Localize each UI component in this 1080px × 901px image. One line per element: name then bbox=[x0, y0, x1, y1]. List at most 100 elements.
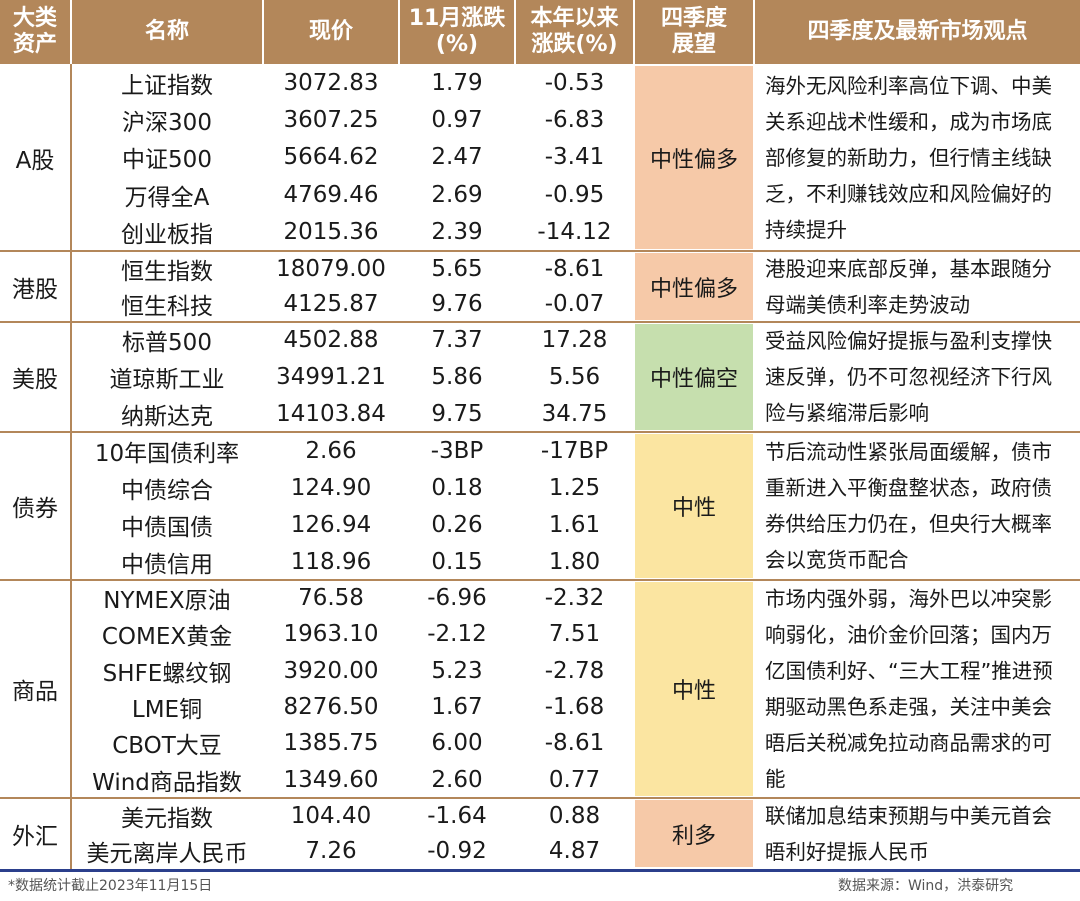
asset-name: 美元指数 bbox=[121, 805, 213, 832]
nov-change: 0.15 bbox=[431, 548, 483, 575]
current-price: 14103.84 bbox=[276, 400, 386, 427]
header-price: 现价 bbox=[264, 0, 398, 64]
ytd-change: 0.88 bbox=[548, 802, 601, 829]
nov-change: -2.12 bbox=[427, 621, 487, 648]
category-divider bbox=[70, 432, 72, 580]
asset-name: 中证500 bbox=[122, 147, 212, 174]
nov-change: 1.67 bbox=[431, 694, 483, 721]
category-label: 外汇 bbox=[12, 823, 58, 850]
nov-change: 2.39 bbox=[431, 219, 483, 246]
q4-outlook-badge: 中性 bbox=[635, 434, 753, 578]
nov-change: 7.37 bbox=[431, 327, 483, 354]
ytd-change: 1.80 bbox=[548, 548, 601, 575]
header-category: 大类资产 bbox=[0, 0, 70, 64]
current-price: 1385.75 bbox=[283, 730, 379, 757]
market-view-text: 联储加息结束预期与中美元首会晤利好提振人民币 bbox=[765, 803, 1052, 864]
q4-outlook-badge: 利多 bbox=[635, 800, 753, 867]
category-label: 美股 bbox=[12, 367, 58, 393]
ytd-change: -0.95 bbox=[544, 181, 605, 208]
nov-change: 9.75 bbox=[431, 400, 483, 427]
nov-change: 9.76 bbox=[431, 291, 483, 318]
asset-name: 中债国债 bbox=[121, 514, 213, 541]
category-divider bbox=[70, 798, 72, 869]
asset-name: COMEX黄金 bbox=[101, 624, 233, 651]
nov-change: -3BP bbox=[430, 437, 484, 464]
ytd-change: 1.25 bbox=[548, 474, 601, 501]
current-price: 1963.10 bbox=[283, 621, 379, 648]
ytd-change: -0.53 bbox=[544, 69, 605, 96]
q4-outlook-badge: 中性偏多 bbox=[635, 253, 753, 320]
ytd-change: -8.61 bbox=[544, 730, 605, 757]
asset-name: CBOT大豆 bbox=[112, 733, 222, 760]
asset-name: 万得全A bbox=[124, 184, 210, 211]
q4-outlook-badge: 中性 bbox=[635, 582, 753, 796]
nov-change: 0.18 bbox=[431, 474, 483, 501]
category-label: 债券 bbox=[12, 496, 58, 522]
current-price: 2015.36 bbox=[283, 219, 379, 246]
asset-name: SHFE螺纹钢 bbox=[102, 660, 232, 687]
current-price: 2.66 bbox=[305, 437, 357, 464]
asset-name: 纳斯达克 bbox=[121, 403, 213, 430]
asset-name: LME铜 bbox=[131, 697, 203, 724]
current-price: 5664.62 bbox=[283, 144, 379, 171]
nov-change: -1.64 bbox=[427, 802, 487, 829]
group-divider bbox=[0, 797, 1080, 799]
current-price: 4502.88 bbox=[283, 327, 379, 354]
ytd-change: 34.75 bbox=[541, 400, 608, 427]
category-divider bbox=[70, 64, 72, 251]
header-nov-change: 11月涨跌(%) bbox=[400, 0, 514, 64]
current-price: 3607.25 bbox=[283, 107, 379, 134]
current-price: 4125.87 bbox=[283, 291, 379, 318]
group-divider bbox=[0, 321, 1080, 323]
ytd-change: 5.56 bbox=[548, 363, 601, 390]
nov-change: 0.26 bbox=[431, 511, 483, 538]
header-q4-outlook: 四季度展望 bbox=[635, 0, 753, 64]
current-price: 126.94 bbox=[290, 511, 372, 538]
current-price: 118.96 bbox=[290, 548, 372, 575]
ytd-change: 17.28 bbox=[541, 327, 608, 354]
table-bottom-rule bbox=[0, 869, 1080, 872]
ytd-change: -1.68 bbox=[544, 694, 605, 721]
q4-outlook-badge: 中性偏多 bbox=[635, 66, 753, 249]
market-view-text: 海外无风险利率高位下调、中美关系迎战术性缓和，成为市场底部修复的新助力，但行情主… bbox=[765, 73, 1052, 242]
asset-name: 10年国债利率 bbox=[94, 440, 240, 467]
current-price: 3920.00 bbox=[283, 657, 379, 684]
current-price: 4769.46 bbox=[283, 181, 379, 208]
ytd-change: -6.83 bbox=[544, 107, 605, 134]
current-price: 8276.50 bbox=[283, 694, 379, 721]
category-label: 商品 bbox=[12, 679, 58, 705]
current-price: 3072.83 bbox=[283, 69, 379, 96]
nov-change: -0.92 bbox=[427, 838, 487, 865]
ytd-change: -8.61 bbox=[544, 255, 605, 282]
current-price: 76.58 bbox=[298, 585, 364, 612]
asset-name: Wind商品指数 bbox=[92, 769, 242, 796]
nov-change: 1.79 bbox=[431, 69, 483, 96]
header-market-view: 四季度及最新市场观点 bbox=[755, 0, 1080, 64]
ytd-change: 0.77 bbox=[548, 766, 601, 793]
nov-change: 6.00 bbox=[431, 730, 483, 757]
category-divider bbox=[70, 251, 72, 322]
asset-name: 标普500 bbox=[122, 330, 212, 357]
ytd-change: -0.07 bbox=[544, 291, 605, 318]
current-price: 1349.60 bbox=[283, 766, 379, 793]
ytd-change: -14.12 bbox=[537, 219, 612, 246]
nov-change: 5.86 bbox=[431, 363, 483, 390]
asset-name: 中债综合 bbox=[121, 477, 213, 504]
category-divider bbox=[70, 580, 72, 798]
ytd-change: 7.51 bbox=[548, 621, 601, 648]
asset-name: 恒生指数 bbox=[121, 258, 213, 285]
nov-change: 2.69 bbox=[431, 181, 483, 208]
asset-name: 中债信用 bbox=[121, 551, 213, 578]
asset-name: 创业板指 bbox=[121, 222, 213, 249]
group-divider bbox=[0, 579, 1080, 581]
ytd-change: -3.41 bbox=[544, 144, 605, 171]
source-note: 数据来源：Wind，洪泰研究 bbox=[838, 878, 1014, 894]
nov-change: 2.60 bbox=[431, 766, 483, 793]
market-view-text: 节后流动性紧张局面缓解，债市重新进入平衡盘整状态，政府债券供给压力仍在，但央行大… bbox=[765, 440, 1052, 572]
footnote: *数据统计截止2023年11月15日 bbox=[8, 878, 213, 894]
market-view-text: 港股迎来底部反弹，基本跟随分母端美债利率走势波动 bbox=[765, 256, 1052, 317]
market-view-text: 市场内强外弱，海外巴以冲突影响弱化，油价金价回落；国内万亿国债利好、“三大工程”… bbox=[765, 587, 1053, 791]
ytd-change: -17BP bbox=[540, 437, 609, 464]
category-divider bbox=[70, 322, 72, 432]
group-divider bbox=[0, 250, 1080, 252]
